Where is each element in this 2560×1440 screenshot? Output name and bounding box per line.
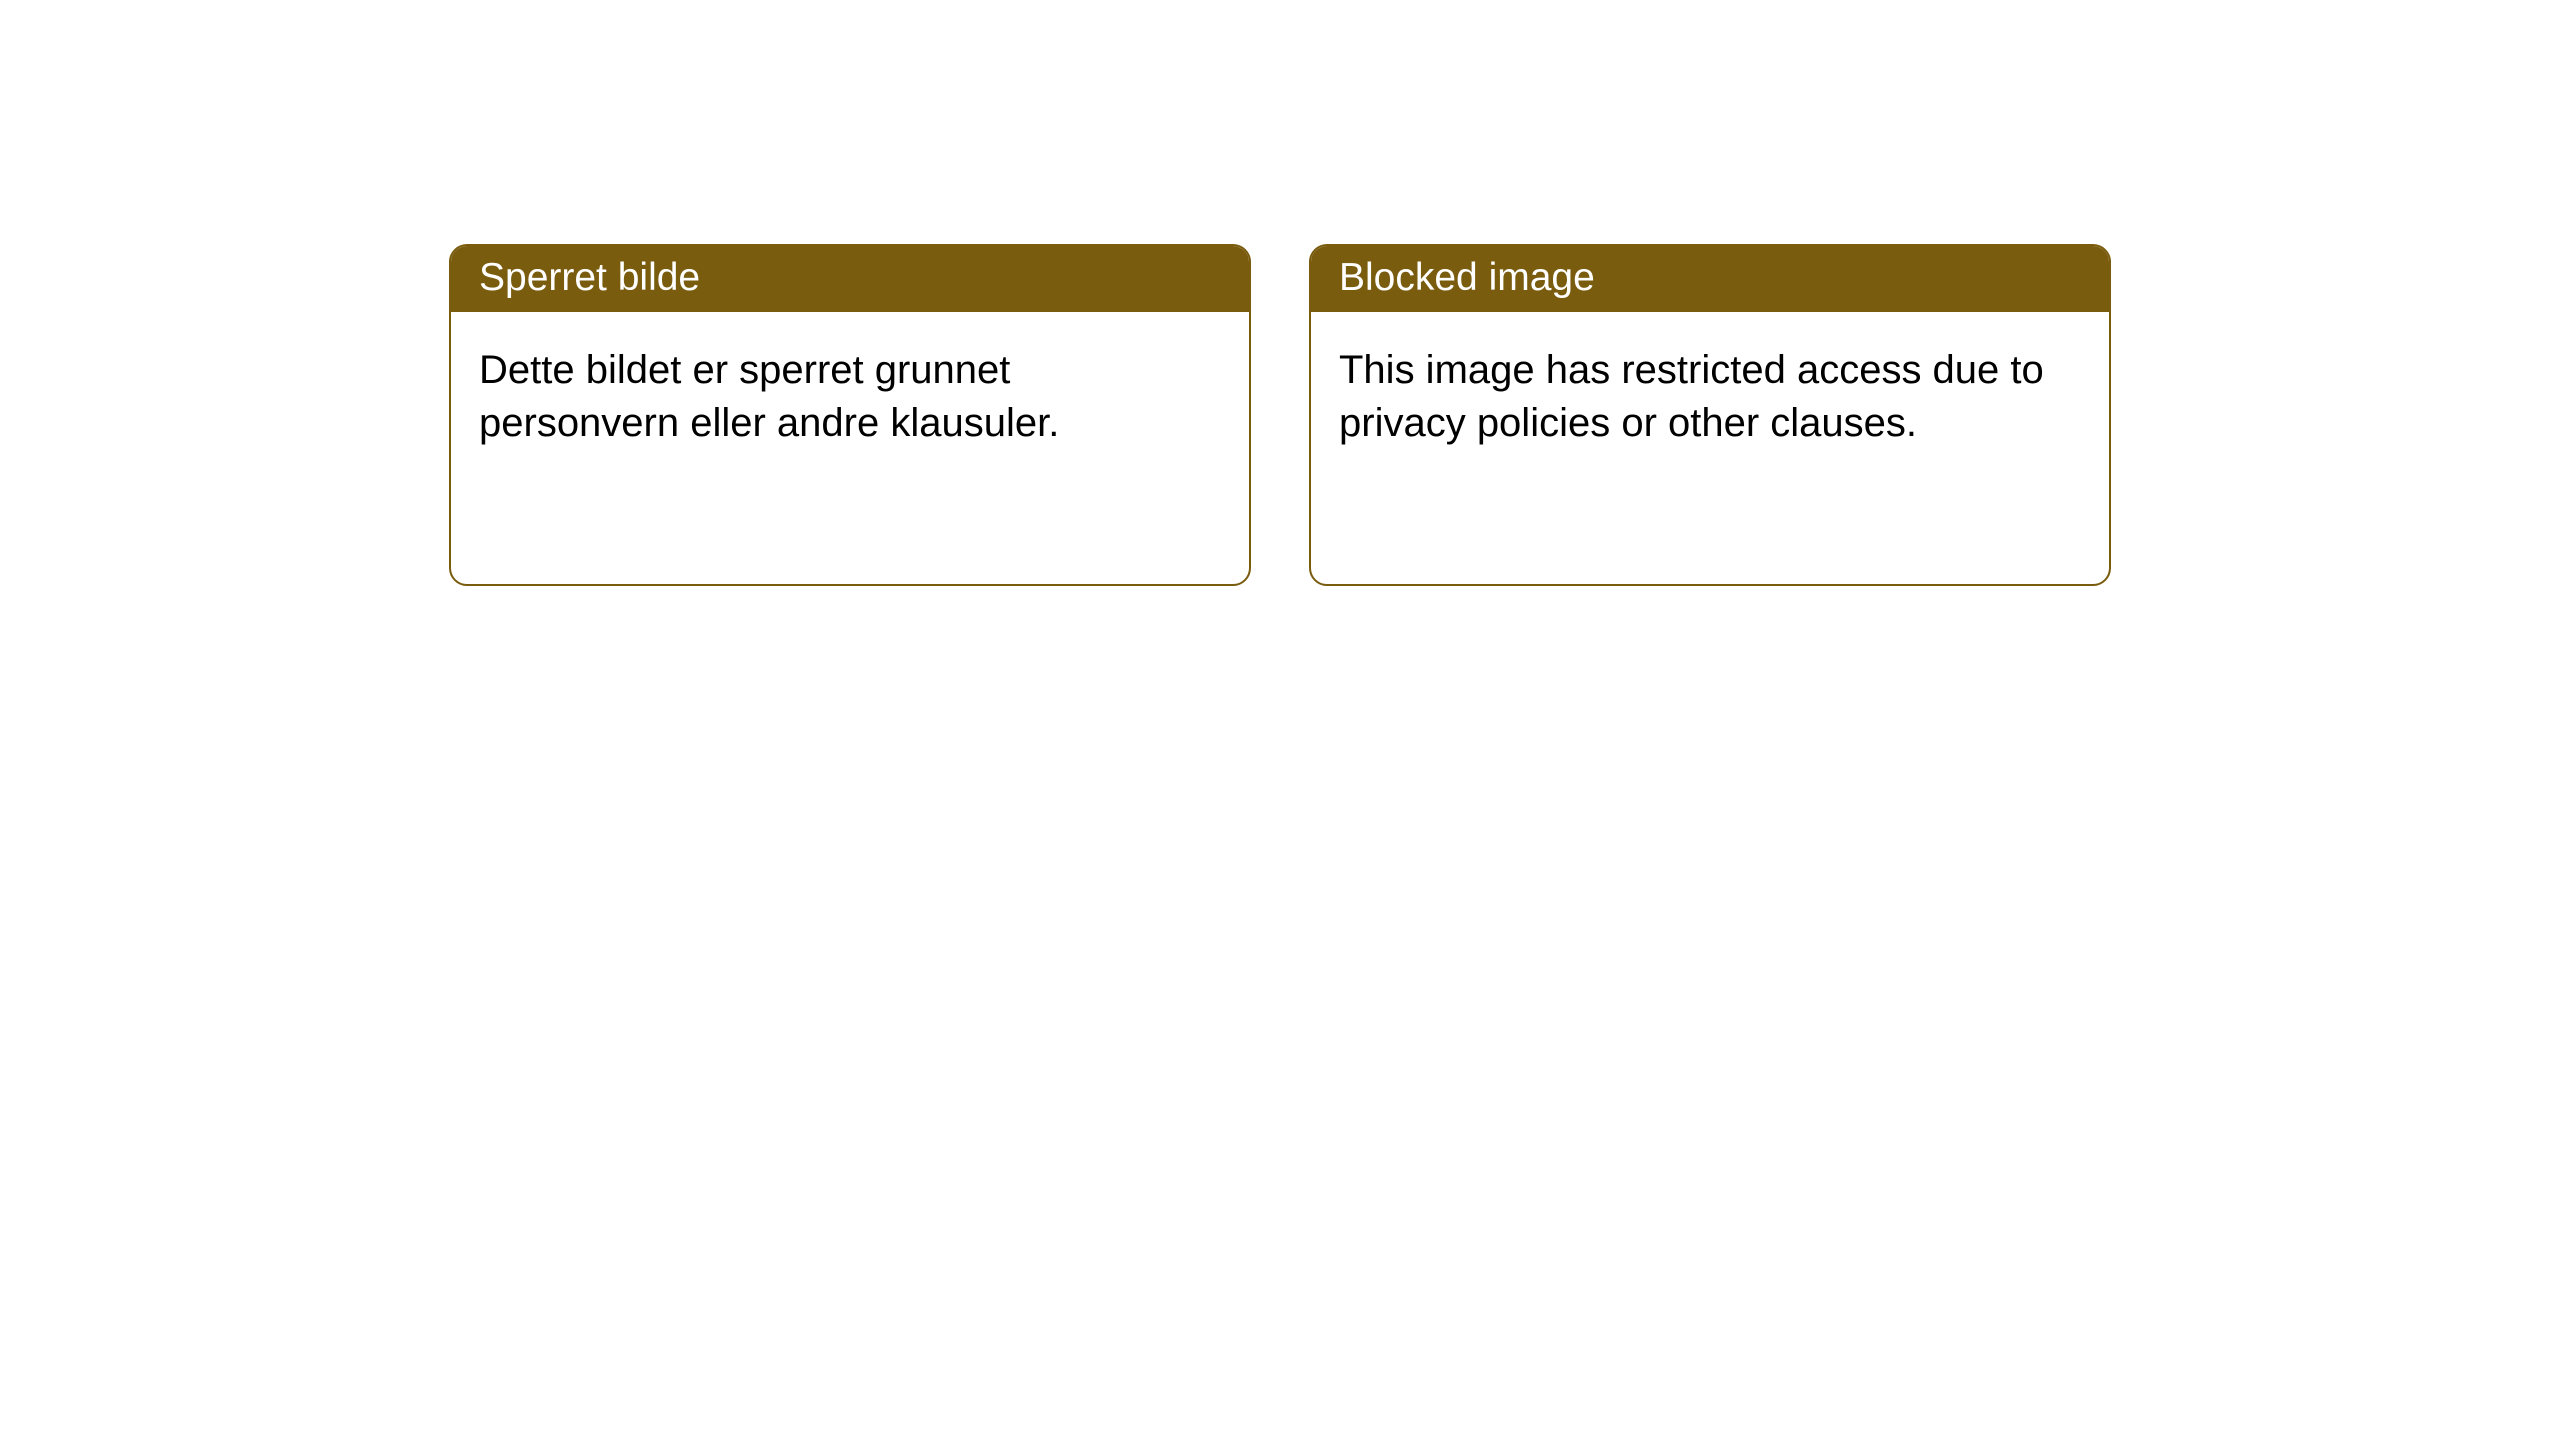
blocked-image-cards: Sperret bilde Dette bildet er sperret gr… — [449, 244, 2111, 586]
card-header-norwegian: Sperret bilde — [451, 246, 1249, 312]
card-header-english: Blocked image — [1311, 246, 2109, 312]
card-body-english: This image has restricted access due to … — [1311, 312, 2109, 584]
card-norwegian: Sperret bilde Dette bildet er sperret gr… — [449, 244, 1251, 586]
card-english: Blocked image This image has restricted … — [1309, 244, 2111, 586]
card-body-norwegian: Dette bildet er sperret grunnet personve… — [451, 312, 1249, 584]
